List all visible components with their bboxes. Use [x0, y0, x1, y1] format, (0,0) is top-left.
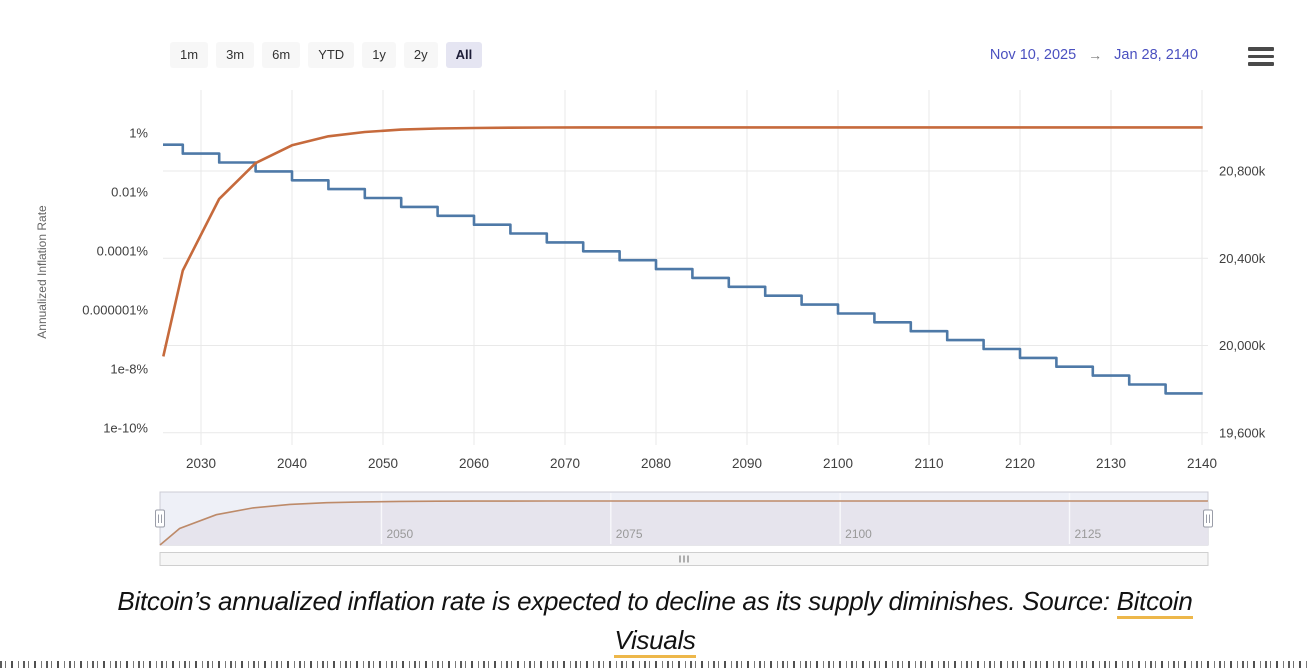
arrow-right-icon: →: [1088, 47, 1103, 63]
x-axis-label: 2110: [914, 456, 943, 471]
menu-icon-bar: [1248, 47, 1274, 51]
navigator-label: 2050: [386, 527, 413, 541]
range-button-3m[interactable]: 3m: [216, 42, 255, 68]
clipped-text-row: [0, 661, 1310, 668]
menu-icon[interactable]: [1248, 47, 1274, 67]
menu-icon-bar: [1248, 54, 1274, 58]
inflation-series-line: [163, 143, 1203, 395]
range-button-1m[interactable]: 1m: [170, 42, 209, 68]
x-axis-label: 2060: [459, 456, 489, 471]
left-axis-title: Annualized Inflation Rate: [35, 205, 49, 339]
navigator-label: 2075: [616, 527, 643, 541]
left-axis-label: 1e-8%: [110, 362, 148, 377]
navigator-area: [160, 501, 1208, 545]
right-axis-label: 20,800k: [1219, 164, 1266, 179]
x-axis-label: 2100: [823, 456, 853, 471]
left-axis-label: 1%: [129, 126, 148, 141]
source-link-line2[interactable]: Visuals: [614, 625, 696, 658]
left-axis-label: 0.0001%: [97, 244, 149, 259]
range-button-2y[interactable]: 2y: [403, 42, 438, 68]
right-axis-label: 20,000k: [1219, 338, 1266, 353]
range-button-ytd[interactable]: YTD: [308, 42, 355, 68]
x-axis-label: 2080: [641, 456, 671, 471]
chart-caption: Bitcoin’s annualized inflation rate is e…: [35, 582, 1275, 660]
main-chart[interactable]: 1% 0.01% 0.0001% 0.000001% 1e-8% 1e-10% 20,800…: [0, 80, 1310, 570]
x-axis-label: 2070: [550, 456, 580, 471]
source-link-line1[interactable]: Bitcoin: [1116, 586, 1193, 619]
x-axis-label: 2130: [1096, 456, 1126, 471]
navigator-handle-right[interactable]: [1203, 509, 1213, 528]
range-button-all[interactable]: All: [445, 42, 483, 68]
supply-series-line: [162, 126, 1203, 357]
range-button-6m[interactable]: 6m: [262, 42, 301, 68]
menu-icon-bar: [1248, 62, 1274, 66]
date-range: Nov 10, 2025 → Jan 28, 2140: [990, 47, 1198, 63]
source-link[interactable]: Bitcoin Visuals: [614, 586, 1193, 658]
x-axis-label: 2050: [368, 456, 398, 471]
range-selector: 1m 3m 6m YTD 1y 2y All: [170, 42, 483, 68]
x-axis-label: 2040: [277, 456, 307, 471]
navigator-label: 2100: [845, 527, 872, 541]
right-axis-label: 19,600k: [1219, 425, 1266, 440]
left-axis-label: 1e-10%: [103, 421, 148, 436]
date-range-to[interactable]: Jan 28, 2140: [1114, 47, 1198, 63]
right-axis-label: 20,400k: [1219, 251, 1266, 266]
navigator-label: 2125: [1075, 527, 1102, 541]
x-axis-label: 2120: [1005, 456, 1035, 471]
caption-text: Bitcoin’s annualized inflation rate is e…: [117, 586, 1117, 616]
x-axis-label: 2090: [732, 456, 762, 471]
date-range-from[interactable]: Nov 10, 2025: [989, 47, 1077, 63]
left-axis-label: 0.000001%: [82, 303, 148, 318]
navigator-series-line: [159, 500, 1208, 546]
x-axis-label: 2030: [186, 456, 216, 471]
range-button-1y[interactable]: 1y: [362, 42, 396, 68]
x-axis-label: 2140: [1187, 456, 1217, 471]
left-axis-label: 0.01%: [111, 185, 148, 200]
navigator-handle-left[interactable]: [155, 509, 165, 528]
